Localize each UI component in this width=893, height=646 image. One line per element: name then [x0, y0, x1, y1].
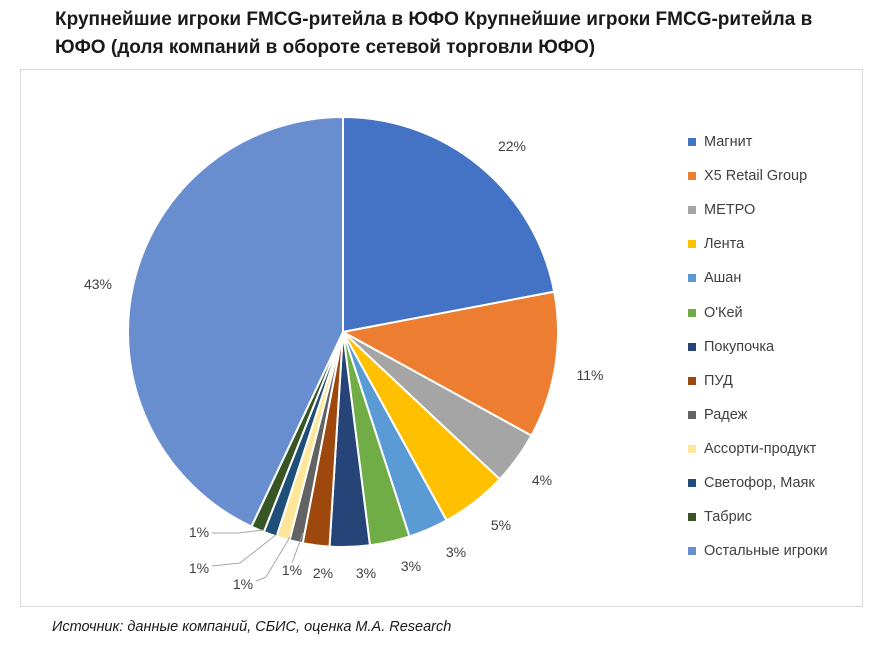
legend-label: О'Кей [704, 304, 743, 321]
leader-line-11 [211, 533, 278, 567]
slice-label-12: 1% [189, 524, 209, 540]
slice-label-4: 5% [491, 517, 511, 533]
source-note: Источник: данные компаний, СБИС, оценка … [52, 619, 452, 635]
legend-swatch [688, 240, 696, 249]
slice-label-6: 3% [401, 558, 421, 574]
leader-line-12 [212, 529, 265, 534]
legend-label: Покупочка [704, 338, 775, 355]
legend-item-10: Ассорти-продукт [688, 432, 828, 466]
legend-swatch [688, 478, 696, 487]
legend-item-3: МЕТРО [688, 193, 828, 227]
legend-label: Табрис [704, 509, 752, 526]
legend-swatch [688, 513, 696, 522]
legend-swatch [688, 547, 696, 556]
legend-label: Магнит [704, 134, 753, 151]
legend-item-11: Светофор, Маяк [688, 466, 828, 500]
slice-label-9: 1% [282, 562, 302, 578]
legend-item-13: Остальные игроки [688, 534, 828, 568]
slice-label-1: 22% [498, 138, 526, 154]
legend-item-12: Табрис [688, 500, 828, 534]
legend-swatch [688, 342, 696, 351]
legend-item-6: О'Кей [688, 295, 828, 329]
pie-slice-1 [342, 115, 556, 334]
legend-item-9: Радеж [688, 398, 828, 432]
legend-swatch [688, 274, 696, 283]
pie-slice-2 [340, 290, 559, 437]
slice-label-8: 2% [313, 565, 333, 581]
chart-title: Крупнейшие игроки FMCG-ритейла в ЮФО Кру… [55, 9, 813, 58]
legend-label: Светофор, Маяк [704, 474, 815, 491]
slice-label-2: 11% [577, 367, 604, 383]
legend-swatch [688, 444, 696, 453]
leader-line-9 [291, 532, 304, 564]
legend-item-2: X5 Retail Group [688, 159, 828, 193]
slice-label-10: 1% [233, 576, 253, 592]
slice-label-13: 43% [84, 276, 112, 292]
legend-item-1: Магнит [688, 125, 828, 159]
legend-label: Ассорти-продукт [704, 440, 817, 457]
legend-swatch [688, 206, 696, 215]
legend-item-4: Лента [688, 227, 828, 261]
legend-label: Лента [704, 236, 745, 253]
legend-swatch [688, 410, 696, 419]
legend-label: Радеж [704, 406, 748, 423]
legend-label: Остальные игроки [704, 543, 828, 560]
slice-label-3: 4% [532, 472, 552, 488]
pie-slice-13 [127, 115, 344, 528]
legend-swatch [688, 308, 696, 317]
legend-item-7: Покупочка [688, 330, 828, 364]
legend-label: Ашан [704, 270, 742, 287]
slice-label-11: 1% [189, 560, 209, 576]
legend-swatch [688, 172, 696, 181]
chart-legend: Магнит X5 Retail Group МЕТРО Лента Ашан О'Кей… [688, 125, 828, 568]
legend-label: X5 Retail Group [704, 168, 808, 185]
legend-swatch [688, 138, 696, 147]
legend-item-8: ПУД [688, 364, 828, 398]
slice-label-5: 3% [446, 544, 466, 560]
legend-item-5: Ашан [688, 261, 828, 295]
legend-swatch [688, 376, 696, 385]
legend-label: МЕТРО [704, 202, 756, 219]
slice-label-7: 3% [356, 565, 376, 581]
leader-line-10 [255, 536, 291, 582]
legend-label: ПУД [704, 372, 733, 389]
